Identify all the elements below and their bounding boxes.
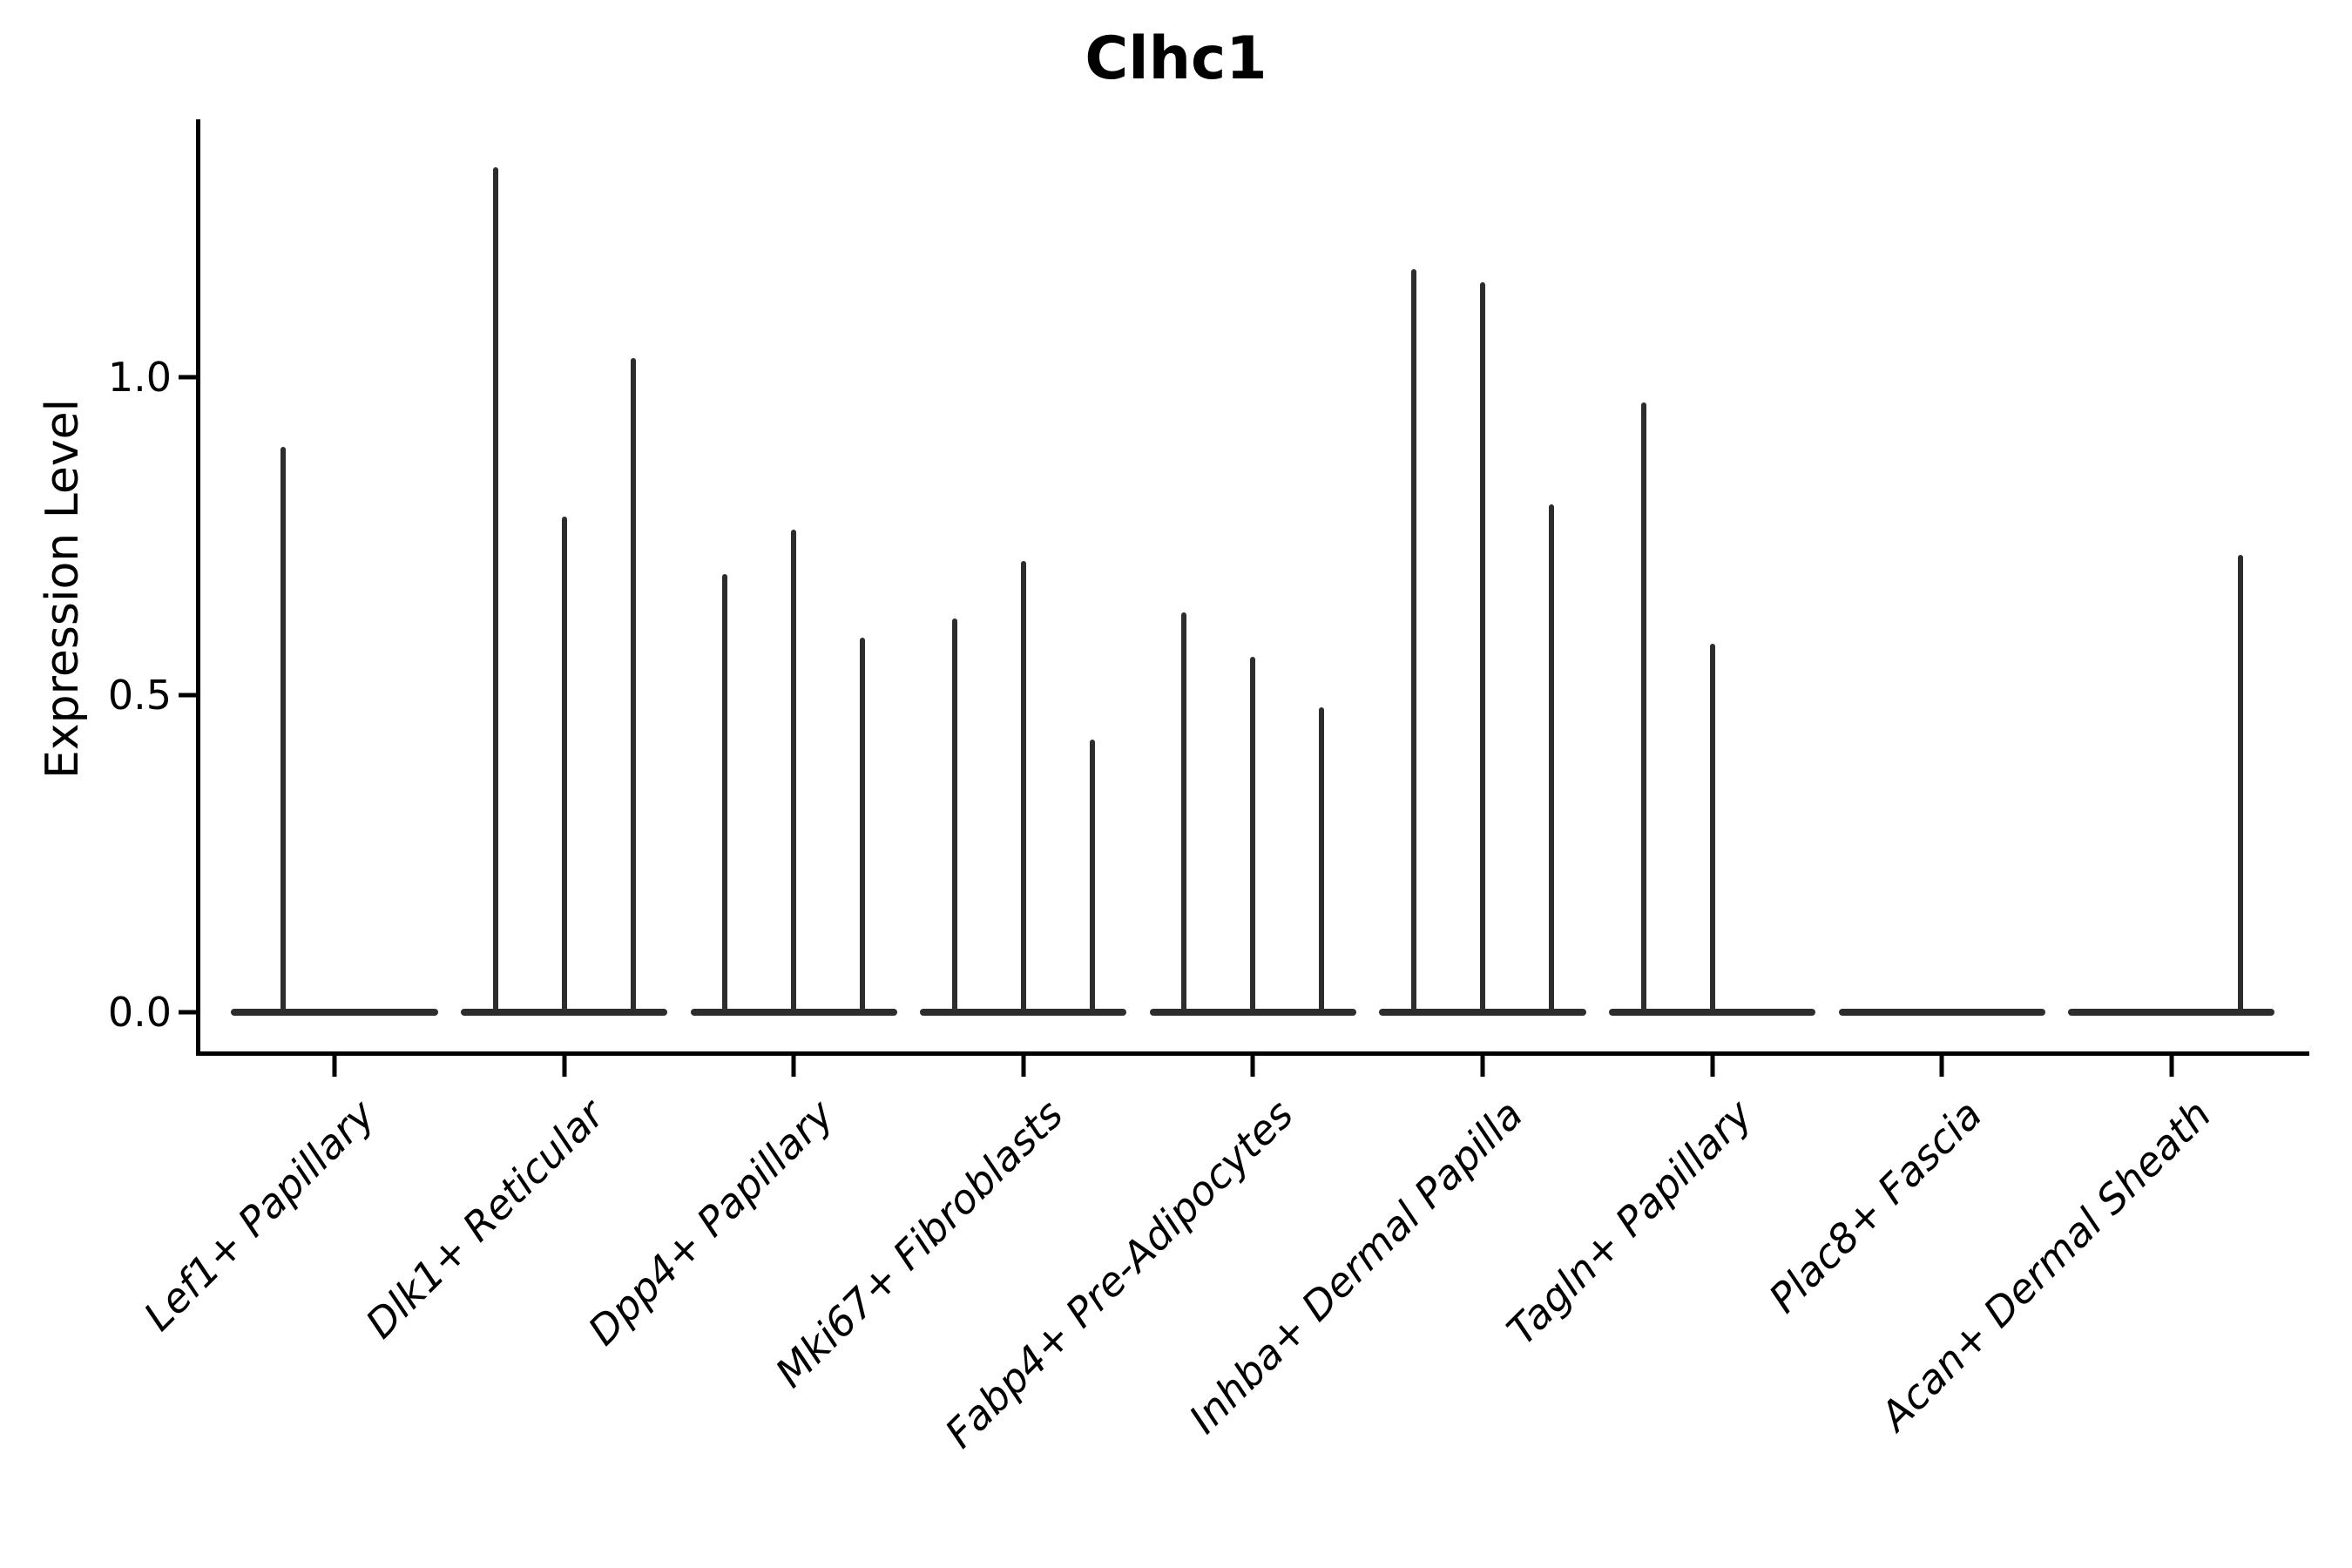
violin-baseline <box>1838 1009 2045 1016</box>
x-axis-spine <box>196 1051 2309 1056</box>
violin-spike <box>1181 612 1187 1016</box>
y-tick-mark <box>179 1010 198 1015</box>
violin-spike <box>860 637 866 1016</box>
y-tick-label: 0.0 <box>107 989 172 1036</box>
violin-spike <box>791 529 797 1016</box>
violin-spike <box>1709 644 1715 1016</box>
x-tick-mark <box>1480 1056 1485 1077</box>
y-tick-mark <box>179 693 198 697</box>
violin-spike <box>951 618 957 1016</box>
violin-baseline <box>2068 1009 2275 1016</box>
y-axis-label: Expression Level <box>37 398 89 780</box>
x-tick-mark <box>791 1056 796 1077</box>
violin-spike <box>1549 504 1555 1016</box>
violin-spike <box>280 447 286 1016</box>
violin-spike <box>1020 561 1026 1016</box>
x-tick-mark <box>1939 1056 1944 1077</box>
violin-spike <box>561 517 567 1016</box>
x-tick-label: Tagln+ Papillary <box>1497 1091 1761 1355</box>
violin-spike <box>1250 656 1256 1016</box>
x-tick-label: Plac8+ Fascia <box>1760 1091 1991 1322</box>
chart-title: Clhc1 <box>1085 24 1267 93</box>
y-tick-label: 1.0 <box>107 354 172 401</box>
violin-spike <box>2237 555 2243 1016</box>
violin-spike <box>722 573 728 1016</box>
y-tick-mark <box>179 375 198 380</box>
x-tick-label: Lef1+ Papillary <box>134 1091 384 1340</box>
x-tick-mark <box>1250 1056 1255 1077</box>
violin-spike <box>1640 402 1646 1016</box>
violin-spike <box>1410 269 1416 1016</box>
x-tick-mark <box>2169 1056 2174 1077</box>
violin-baseline <box>231 1009 438 1016</box>
y-tick-label: 0.5 <box>107 671 172 719</box>
violin-spike <box>630 358 636 1016</box>
x-tick-mark <box>332 1056 337 1077</box>
y-axis-spine <box>196 119 200 1056</box>
violin-spike <box>1089 739 1095 1016</box>
x-tick-mark <box>1021 1056 1026 1077</box>
violin-spike <box>1319 707 1325 1016</box>
violin-spike <box>492 167 498 1016</box>
x-tick-label: Dlk1+ Reticular <box>356 1091 613 1348</box>
violin-spike <box>1480 281 1485 1016</box>
x-tick-label: Dpp4+ Papillary <box>578 1091 843 1355</box>
x-tick-mark <box>562 1056 567 1077</box>
x-tick-mark <box>1710 1056 1715 1077</box>
